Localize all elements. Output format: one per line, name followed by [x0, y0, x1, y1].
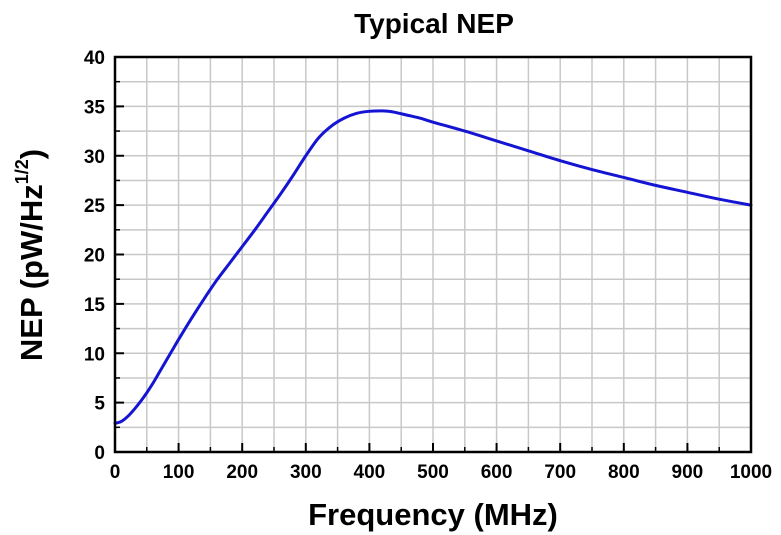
y-tick-label: 0	[94, 443, 105, 464]
y-tick-labels: 0 5 10 15 20 25 30 35 40	[84, 48, 106, 464]
y-tick-label: 40	[84, 48, 105, 69]
x-tick-label: 400	[354, 462, 386, 483]
y-tick-label: 30	[84, 147, 105, 168]
x-tick-labels: 0 100 200 300 400 500 600 700 800 900 1000	[110, 462, 772, 483]
x-tick-label: 100	[163, 462, 195, 483]
x-axis-label: Frequency (MHz)	[308, 497, 558, 532]
y-tick-label: 5	[94, 394, 105, 415]
y-axis-label-superscript: 1/2	[12, 159, 32, 184]
x-tick-label: 600	[481, 462, 513, 483]
chart-title: Typical NEP	[354, 8, 514, 39]
y-axis-label-close: )	[14, 149, 49, 159]
y-axis-label: NEP (pW/Hz1/2)	[12, 149, 49, 361]
x-tick-label: 500	[417, 462, 449, 483]
x-tick-label: 800	[608, 462, 640, 483]
y-tick-label: 10	[84, 344, 105, 365]
y-tick-label: 35	[84, 97, 106, 118]
y-tick-label: 25	[84, 196, 106, 217]
x-tick-label: 0	[110, 462, 121, 483]
grid	[115, 57, 751, 452]
x-tick-label: 1000	[730, 462, 772, 483]
x-tick-label: 300	[290, 462, 322, 483]
x-tick-label: 200	[226, 462, 258, 483]
y-tick-label: 15	[84, 295, 106, 316]
y-axis-label-main: NEP (pW/Hz	[14, 184, 49, 361]
y-axis-label-group: NEP (pW/Hz1/2)	[12, 149, 49, 361]
y-tick-label: 20	[84, 246, 105, 267]
x-tick-label: 900	[672, 462, 704, 483]
x-tick-label: 700	[544, 462, 576, 483]
